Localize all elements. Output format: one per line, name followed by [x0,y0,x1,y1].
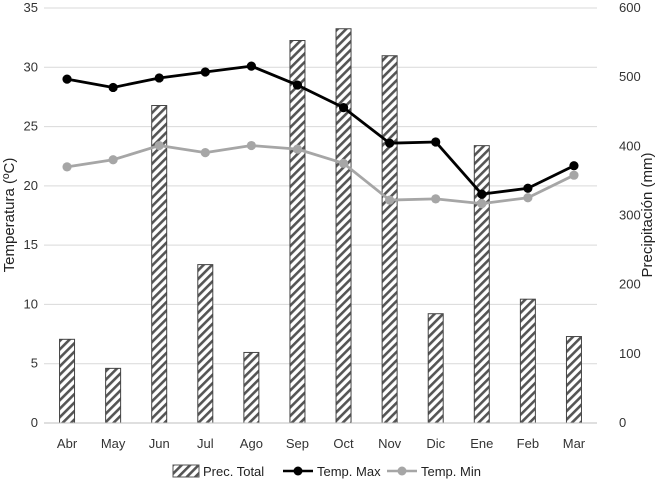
bar [289,40,306,424]
legend-label-temp-min: Temp. Min [421,464,481,479]
x-tick-label: Dic [426,436,445,451]
data-point [523,193,533,203]
y-left-tick-label: 35 [24,0,38,15]
data-point [338,103,349,113]
x-tick-label: Nov [378,436,402,451]
legend-marker-temp-max [293,466,303,476]
data-point [477,189,487,199]
legend-label-prec-total: Prec. Total [203,464,264,479]
x-tick-label: Jul [197,436,214,451]
x-tick-label: Abr [57,436,78,451]
x-tick-label: Ago [240,436,263,451]
x-tick-label: Oct [333,436,354,451]
data-point [62,74,72,84]
data-point [108,82,118,93]
data-point [200,67,210,77]
legend: Prec. Total Temp. Max Temp. Min [172,464,481,479]
legend-label-temp-max: Temp. Max [317,464,381,479]
data-point [477,199,487,209]
data-point [385,195,395,205]
y-left-tick-label: 15 [24,237,38,252]
data-point [569,170,579,180]
x-tick-label: Jun [149,436,170,451]
x-tick-label: May [101,436,126,451]
y-right-tick-label: 500 [619,69,641,84]
data-point [569,161,579,171]
data-point [154,140,164,151]
series-line [65,64,576,196]
data-point [246,61,256,71]
legend-swatch-prec-total [172,464,200,478]
series-line [65,144,576,206]
bar [427,313,444,424]
data-point [62,162,72,172]
bar [105,367,122,424]
bar [197,264,214,424]
bar [565,336,582,424]
data-point [431,137,441,147]
y-right-tick-label: 600 [619,0,641,15]
x-tick-label: Feb [517,436,539,451]
y-right-tick-label: 400 [619,138,641,153]
y-right-tick-label: 200 [619,277,641,292]
y-left-tick-label: 25 [24,119,38,134]
bar [59,338,76,424]
data-point [338,158,349,168]
y-left-tick-label: 10 [24,296,38,311]
data-point [385,138,395,148]
x-tick-label: Mar [563,436,586,451]
bar [151,105,168,424]
y-axis-right-title: Precipitación (mm) [639,152,656,277]
bar [335,28,352,424]
precipitation-bars [59,28,582,424]
y-axis-left-title: Temperatura (ºC) [1,158,18,273]
data-point [200,148,210,158]
data-point [154,73,164,83]
axes: 0 5 10 15 20 25 30 35 0 100 200 300 400 500 600 Abr May J… [24,0,641,451]
data-point [246,140,256,151]
data-point [108,155,118,165]
y-right-tick-label: 300 [619,208,641,223]
data-point [431,194,441,204]
bar [243,351,260,424]
legend-marker-temp-min [397,466,407,476]
data-point [523,183,533,193]
bar [381,55,398,424]
y-left-tick-label: 0 [31,415,38,430]
x-tick-label: Sep [286,436,309,451]
bar [519,298,536,424]
y-left-tick-label: 30 [24,59,38,74]
y-left-tick-label: 20 [24,178,38,193]
x-tick-label: Ene [470,436,493,451]
data-point [292,144,303,154]
y-left-tick-label: 5 [31,356,38,371]
y-right-tick-label: 100 [619,346,641,361]
data-point [292,80,303,90]
gridlines [44,7,597,365]
temperature-lines [62,61,579,209]
y-right-tick-label: 0 [619,415,626,430]
